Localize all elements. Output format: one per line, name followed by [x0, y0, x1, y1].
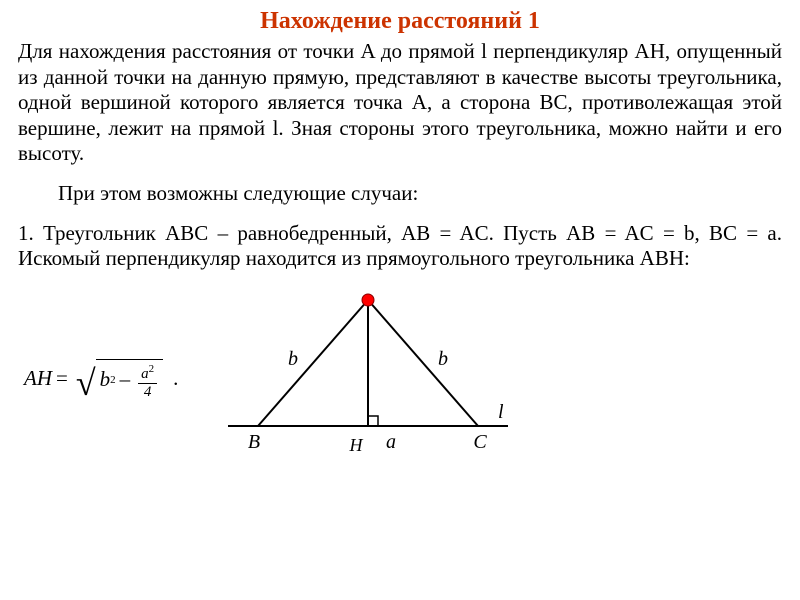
triangle-diagram: B C Ha l b b [208, 286, 528, 471]
formula-eq: = [52, 366, 72, 391]
radicand: b 2 – a2 4 [96, 359, 164, 398]
minus-sign: – [116, 367, 135, 392]
var-b: b [100, 367, 111, 392]
intro-paragraph: Для нахождения расстояния от точки A до … [18, 39, 782, 167]
title-text: Нахождение расстояний 1 [260, 8, 540, 34]
var-a: a [141, 366, 149, 382]
svg-text:l: l [498, 401, 504, 423]
cases-intro: При этом возможны следующие случаи: [18, 181, 782, 207]
svg-text:b: b [438, 348, 448, 370]
svg-text:b: b [288, 348, 298, 370]
formula-lhs: AH [24, 366, 52, 391]
svg-text:a: a [386, 431, 396, 453]
fraction: a2 4 [138, 364, 157, 400]
sqrt-icon: √ b2 – a2 4 [76, 359, 163, 398]
fraction-num: a2 [138, 364, 157, 384]
formula-ah: AH = √ b2 – a2 4 . [18, 359, 178, 398]
radical-symbol: √ [76, 365, 96, 404]
formula-and-diagram-row: AH = √ b 2 – a2 4 . B C Ha l b b [18, 286, 782, 471]
triangle-svg: B C Ha l b b [208, 286, 528, 466]
fraction-den: 4 [144, 384, 152, 400]
page-title: Нахождение расстояний 1 [18, 8, 782, 35]
svg-text:C: C [474, 431, 488, 453]
svg-text:B: B [248, 431, 260, 453]
case-1-paragraph: 1. Треугольник ABC – равнобедренный, AB … [18, 221, 782, 272]
svg-text:H: H [349, 435, 364, 455]
formula-period: . [173, 366, 178, 391]
exp-a: 2 [149, 363, 155, 375]
